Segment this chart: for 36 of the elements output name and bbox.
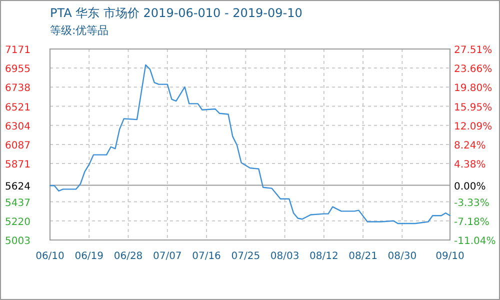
x-tick-label: 07/16: [192, 251, 221, 262]
x-tick-label: 07/25: [231, 251, 260, 262]
y-tick-label: 6955: [5, 64, 30, 76]
y-tick-label: 7171: [5, 45, 30, 56]
y2-tick-label: -11.04%: [454, 236, 496, 247]
chart-title: PTA 华东 市场价 2019-06-010 - 2019-09-10: [50, 6, 302, 20]
y2-tick-label: 15.95%: [454, 102, 492, 114]
y2-tick-label: 23.66%: [454, 64, 492, 76]
y-tick-label: 5003: [5, 236, 30, 247]
y2-tick-label: -3.33%: [454, 198, 490, 209]
x-tick-label: 08/30: [388, 251, 417, 262]
y2-tick-label: 0.00%: [454, 181, 486, 192]
x-tick-label: 08/21: [348, 251, 378, 262]
y2-tick-label: -7.18%: [454, 216, 490, 228]
y-tick-label: 5871: [5, 160, 30, 171]
y-tick-label: 5624: [5, 181, 30, 192]
y-tick-label: 6304: [5, 121, 30, 132]
y2-tick-label: 19.80%: [454, 83, 492, 94]
x-tick-label: 06/10: [36, 251, 64, 262]
x-tick-label: 09/10: [436, 251, 464, 262]
chart-subtitle: 等级:优等品: [50, 24, 109, 37]
y-tick-label: 5437: [5, 198, 30, 209]
y-tick-label: 6521: [5, 102, 30, 114]
y2-tick-label: 12.09%: [454, 121, 492, 132]
line-series: [49, 64, 451, 224]
x-tick-label: 06/28: [114, 251, 143, 262]
x-tick-label: 08/03: [270, 251, 300, 262]
x-tick-label: 08/12: [310, 251, 338, 262]
y2-tick-label: 4.38%: [454, 160, 486, 171]
x-tick-label: 07/07: [152, 251, 182, 262]
y-tick-label: 5220: [5, 216, 30, 228]
y-tick-label: 6738: [5, 83, 30, 94]
y2-tick-label: 27.51%: [454, 45, 492, 56]
y2-tick-label: 8.24%: [454, 140, 486, 152]
y-tick-label: 6087: [5, 140, 30, 152]
x-tick-label: 06/19: [74, 251, 104, 262]
